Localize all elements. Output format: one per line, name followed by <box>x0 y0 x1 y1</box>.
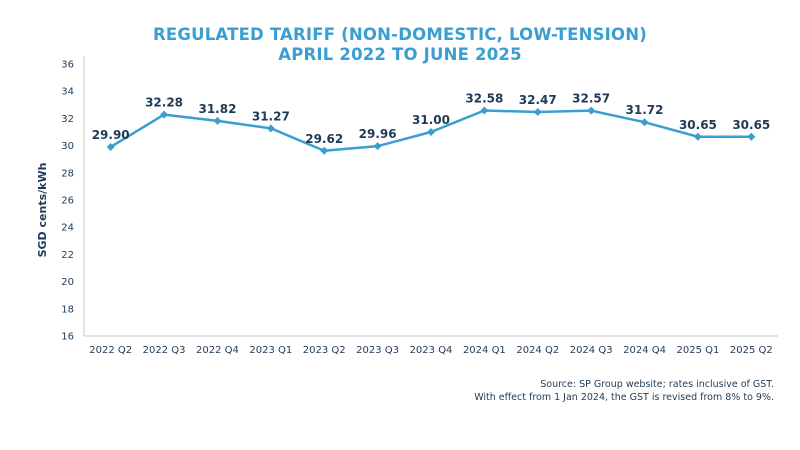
data-point-marker <box>160 110 169 119</box>
data-label: 32.47 <box>519 93 557 107</box>
data-label: 29.90 <box>92 128 130 142</box>
chart-axes <box>83 56 778 337</box>
data-label: 30.65 <box>732 118 770 132</box>
gst-note: With effect from 1 Jan 2024, the GST is … <box>474 392 774 403</box>
x-tick-label: 2023 Q3 <box>356 345 399 356</box>
data-label: 31.00 <box>412 113 450 127</box>
y-tick-label: 18 <box>61 304 74 315</box>
data-point-marker <box>533 108 542 117</box>
y-tick-label: 20 <box>61 277 74 288</box>
data-labels: 29.90 32.28 31.82 31.27 29.62 29.96 31.00 32.58… <box>92 92 771 146</box>
data-point-marker <box>266 124 275 133</box>
x-tick-label: 2022 Q2 <box>89 345 132 356</box>
data-label: 32.57 <box>572 92 610 106</box>
data-label: 31.82 <box>198 102 236 116</box>
data-label: 32.58 <box>465 92 503 106</box>
y-tick-label: 30 <box>61 141 74 152</box>
x-tick-label: 2024 Q4 <box>623 345 666 356</box>
x-tick-label: 2024 Q2 <box>516 345 559 356</box>
data-point-marker <box>320 146 329 155</box>
y-tick-label: 36 <box>61 60 74 71</box>
x-tick-label: 2023 Q4 <box>410 345 453 356</box>
data-label: 29.62 <box>305 132 343 146</box>
x-tick-label: 2025 Q1 <box>676 345 719 356</box>
data-label: 30.65 <box>679 118 717 132</box>
data-label: 29.96 <box>359 127 397 141</box>
y-axis-label: SGD cents/kWh <box>36 163 49 258</box>
data-point-marker <box>587 106 596 115</box>
data-point-marker <box>640 118 649 127</box>
data-point-marker <box>480 106 489 115</box>
y-tick-label: 26 <box>61 196 74 207</box>
data-point-marker <box>213 116 222 125</box>
x-tick-label: 2023 Q2 <box>303 345 346 356</box>
data-point-marker <box>427 128 435 136</box>
data-label: 31.72 <box>626 103 664 117</box>
chart-title-line1: REGULATED TARIFF (NON-DOMESTIC, LOW-TENS… <box>153 25 647 44</box>
y-tick-label: 24 <box>61 223 74 234</box>
y-tick-label: 34 <box>61 87 74 98</box>
data-point-marker <box>106 142 115 151</box>
x-tick-label: 2024 Q3 <box>570 345 613 356</box>
y-tick-label: 32 <box>61 114 74 125</box>
y-tick-label: 22 <box>61 250 74 261</box>
chart-title-line2: APRIL 2022 TO JUNE 2025 <box>278 45 522 64</box>
y-tick-label: 16 <box>61 332 74 343</box>
source-note: Source: SP Group website; rates inclusiv… <box>540 379 774 390</box>
data-point-marker <box>693 132 702 141</box>
x-tick-label: 2022 Q3 <box>143 345 186 356</box>
y-axis-ticks: 16 18 20 22 24 26 28 30 32 34 36 <box>61 60 74 343</box>
data-label: 32.28 <box>145 96 183 110</box>
x-tick-label: 2022 Q4 <box>196 345 239 356</box>
y-tick-label: 28 <box>61 168 74 179</box>
x-axis-ticks: 2022 Q2 2022 Q3 2022 Q4 2023 Q1 2023 Q2 2023 … <box>89 345 772 356</box>
data-point-marker <box>747 132 756 141</box>
x-tick-label: 2024 Q1 <box>463 345 506 356</box>
data-label: 31.27 <box>252 109 290 123</box>
x-tick-label: 2025 Q2 <box>730 345 773 356</box>
data-point-marker <box>373 142 382 151</box>
series-line <box>106 106 756 155</box>
x-tick-label: 2023 Q1 <box>249 345 292 356</box>
